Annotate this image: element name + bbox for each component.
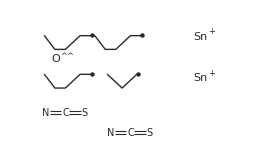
Text: N: N xyxy=(107,128,115,138)
Text: S: S xyxy=(82,108,88,118)
Text: S: S xyxy=(147,128,153,138)
Text: Sn: Sn xyxy=(193,73,208,83)
Text: C: C xyxy=(63,108,69,118)
Text: ^^: ^^ xyxy=(60,52,74,61)
Text: C: C xyxy=(128,128,134,138)
Text: Sn: Sn xyxy=(193,32,208,42)
Text: N: N xyxy=(42,108,50,118)
Text: +: + xyxy=(208,27,215,36)
Text: O: O xyxy=(52,54,60,64)
Text: +: + xyxy=(208,69,215,78)
